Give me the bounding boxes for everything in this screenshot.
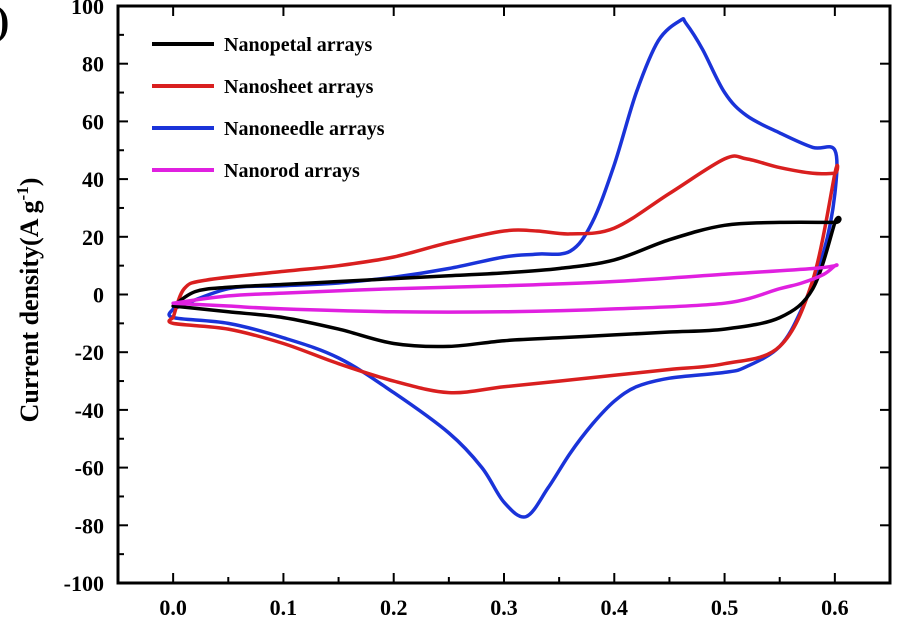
y-tick-label: 100 bbox=[71, 0, 104, 19]
curve-nanopetal-arrays bbox=[171, 215, 842, 349]
y-tick-label: -40 bbox=[75, 398, 104, 423]
y-tick-label: 20 bbox=[82, 225, 104, 250]
y-tick-label: -100 bbox=[64, 571, 104, 596]
x-tick-label: 0.5 bbox=[711, 595, 739, 620]
legend-label-nanorod-arrays: Nanorod arrays bbox=[224, 160, 360, 182]
y-axis-title: Current density(A g-1) bbox=[13, 178, 44, 423]
legend: Nanopetal arrays Nanosheet arrays Nanoneed… bbox=[152, 34, 385, 182]
panel-label: ) bbox=[0, 0, 9, 43]
axis-tick-labels: 0.0 0.1 0.2 0.3 0.4 0.5 0.6 -100 -80 -60 -40 -20 0 20… bbox=[64, 0, 849, 620]
y-tick-label: 60 bbox=[82, 109, 104, 134]
x-tick-label: 0.0 bbox=[159, 595, 187, 620]
axis-ticks bbox=[118, 5, 890, 584]
legend-label-nanosheet-arrays: Nanosheet arrays bbox=[224, 76, 374, 98]
y-tick-label: 80 bbox=[82, 52, 104, 77]
y-tick-label: -80 bbox=[75, 513, 104, 538]
curve-nanosheet-arrays bbox=[167, 154, 840, 395]
x-tick-label: 0.3 bbox=[490, 595, 518, 620]
x-tick-label: 0.4 bbox=[601, 595, 629, 620]
data-curves bbox=[167, 17, 842, 519]
y-tick-label: -60 bbox=[75, 456, 104, 481]
y-tick-label: -20 bbox=[75, 340, 104, 365]
y-axis-title-suffix: ) bbox=[15, 178, 44, 187]
y-axis-title-main: Current density(A g bbox=[15, 200, 44, 422]
y-tick-label: 0 bbox=[93, 283, 104, 308]
x-tick-label: 0.1 bbox=[270, 595, 298, 620]
y-tick-label: 40 bbox=[82, 167, 104, 192]
legend-label-nanopetal-arrays: Nanopetal arrays bbox=[224, 34, 373, 56]
x-tick-label: 0.2 bbox=[380, 595, 408, 620]
y-axis-title-superscript: -1 bbox=[13, 186, 32, 200]
curve-nanoneedle-arrays bbox=[167, 17, 839, 519]
legend-label-nanoneedle-arrays: Nanoneedle arrays bbox=[224, 118, 385, 140]
x-tick-label: 0.6 bbox=[821, 595, 849, 620]
curve-nanorod-arrays bbox=[171, 263, 839, 314]
